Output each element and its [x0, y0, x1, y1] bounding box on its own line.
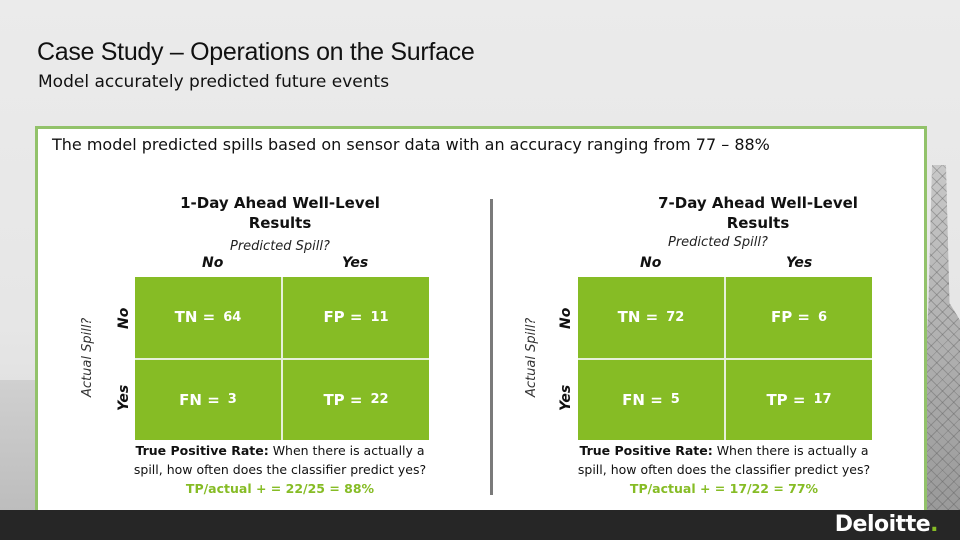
row-label-yes: Yes	[116, 384, 132, 411]
footer-bar: Deloitte.	[0, 510, 960, 540]
col-label-yes: Yes	[786, 255, 813, 271]
background-sea	[0, 380, 40, 510]
confusion-matrix-7-day: 7-Day Ahead Well-Level Results Predicted…	[524, 189, 960, 509]
true-positive-rate-note: True Positive Rate: When there is actual…	[120, 441, 440, 498]
tpr-calculation: TP/actual + = 17/22 = 77%	[629, 481, 819, 496]
predicted-spill-label: Predicted Spill?	[668, 235, 768, 250]
cell-false-negative: FN = 5	[578, 359, 724, 440]
matrix-grid: TN = 72 FP = 6 FN = 5 TP = 17	[578, 277, 872, 440]
divider-line	[490, 199, 493, 495]
matrix-title: 7-Day Ahead Well-Level Results	[658, 194, 858, 232]
col-label-yes: Yes	[342, 255, 369, 271]
row-label-no: No	[116, 307, 132, 329]
col-label-no: No	[202, 255, 224, 271]
slide-title: Case Study – Operations on the Surface	[37, 38, 475, 66]
tpr-calculation: TP/actual + = 22/25 = 88%	[185, 481, 375, 496]
slide-subtitle: Model accurately predicted future events	[38, 72, 390, 92]
content-panel: The model predicted spills based on sens…	[35, 126, 927, 513]
confusion-matrix-1-day: 1-Day Ahead Well-Level Results Predicted…	[80, 189, 520, 509]
true-positive-rate-note: True Positive Rate: When there is actual…	[564, 441, 884, 498]
panel-headline: The model predicted spills based on sens…	[52, 135, 770, 154]
col-label-no: No	[640, 255, 662, 271]
actual-spill-label: Actual Spill?	[524, 317, 539, 397]
cell-false-positive: FP = 11	[283, 277, 429, 358]
row-label-no: No	[558, 307, 574, 329]
logo-dot-icon: .	[930, 512, 938, 537]
matrix-title: 1-Day Ahead Well-Level Results	[180, 194, 380, 232]
cell-true-positive: TP = 17	[726, 359, 872, 440]
cell-true-negative: TN = 64	[135, 277, 281, 358]
matrix-grid: TN = 64 FP = 11 FN = 3 TP = 22	[135, 277, 429, 440]
predicted-spill-label: Predicted Spill?	[230, 239, 330, 254]
cell-false-negative: FN = 3	[135, 359, 281, 440]
row-label-yes: Yes	[558, 384, 574, 411]
cell-true-negative: TN = 72	[578, 277, 724, 358]
actual-spill-label: Actual Spill?	[80, 317, 95, 397]
deloitte-logo: Deloitte.	[834, 512, 939, 537]
cell-true-positive: TP = 22	[283, 359, 429, 440]
cell-false-positive: FP = 6	[726, 277, 872, 358]
